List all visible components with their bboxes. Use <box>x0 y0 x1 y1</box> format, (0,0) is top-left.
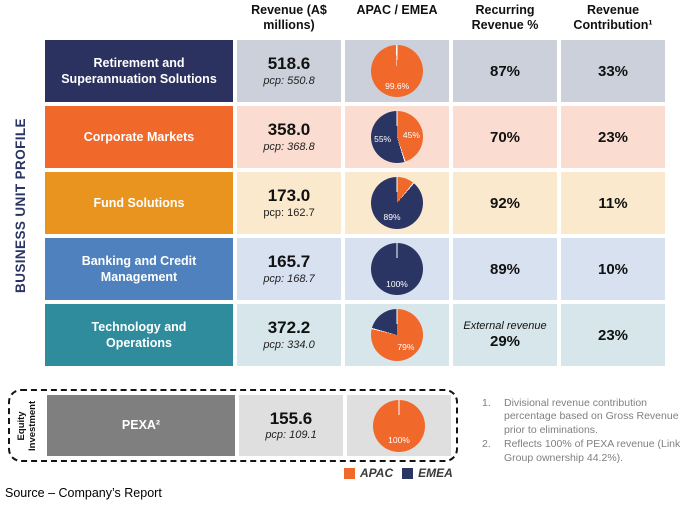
business-unit-cell: Fund Solutions <box>45 172 233 234</box>
business-unit-name: Fund Solutions <box>93 195 185 210</box>
revenue-contribution-cell: 23% <box>561 304 665 366</box>
header-recurring-revenue: Recurring Revenue % <box>471 3 539 33</box>
recurring-revenue-cell: 92% <box>453 172 557 234</box>
revenue-cell: 358.0 pcp: 368.8 <box>237 106 341 168</box>
recurring-revenue-value: 92% <box>489 194 521 212</box>
pexa-revenue-cell: 155.6 pcp: 109.1 <box>239 395 343 456</box>
apac-emea-pie-chart: 99.6% <box>371 45 423 97</box>
source-note: Source – Company’s Report <box>5 486 162 500</box>
footnote-number: 2. <box>482 438 491 451</box>
emea-swatch-icon <box>402 467 414 479</box>
revenue-value: 372.2 <box>267 318 311 338</box>
business-unit-cell: Technology and Operations <box>45 304 233 366</box>
revenue-pcp: pcp: 550.8 <box>263 74 315 87</box>
footnotes: 1. Divisional revenue contribution perce… <box>482 397 682 466</box>
pexa-cell: PEXA² <box>47 395 235 456</box>
footnote-text: Divisional revenue contribution percenta… <box>504 397 679 436</box>
footnote-number: 1. <box>482 397 491 409</box>
revenue-contribution-cell: 10% <box>561 238 665 300</box>
recurring-note: External revenue <box>463 320 547 332</box>
apac-emea-pie-chart: 79% <box>371 309 423 361</box>
apac-emea-pie-chart: 89% <box>371 177 423 229</box>
pie-cell: 99.6% <box>345 40 449 102</box>
recurring-revenue-value: 29% <box>489 333 521 350</box>
revenue-pcp: pcp: 168.7 <box>263 272 315 285</box>
revenue-contribution-value: 10% <box>597 260 629 278</box>
business-unit-table: Revenue (A$ millions) APAC / EMEA Recurr… <box>45 2 665 366</box>
revenue-contribution-cell: 11% <box>561 172 665 234</box>
apac-emea-pie-chart: 45% 55% <box>371 111 423 163</box>
revenue-contribution-cell: 33% <box>561 40 665 102</box>
revenue-contribution-value: 11% <box>598 194 628 212</box>
pie-slice-label: 79% <box>397 341 415 352</box>
revenue-cell: 518.6 pcp: 550.8 <box>237 40 341 102</box>
recurring-revenue-cell: 87% <box>453 40 557 102</box>
revenue-cell: 165.7 pcp: 168.7 <box>237 238 341 300</box>
revenue-contribution-value: 33% <box>597 62 629 80</box>
side-label-text: BUSINESS UNIT PROFILE <box>12 117 28 293</box>
recurring-revenue-value: 70% <box>489 128 521 146</box>
recurring-revenue-cell: 70% <box>453 106 557 168</box>
legend-label-emea: EMEA <box>418 466 453 480</box>
header-revenue: Revenue (A$ millions) <box>251 3 327 33</box>
pexa-revenue-value: 155.6 <box>269 408 313 428</box>
legend-item-apac: APAC <box>344 466 393 480</box>
equity-investment-box: Equity Investment PEXA² 155.6 pcp: 109.1… <box>8 389 458 462</box>
header-spacer <box>45 2 233 36</box>
recurring-revenue-value: 89% <box>489 260 521 278</box>
recurring-revenue-cell: External revenue 29% <box>453 304 557 366</box>
apac-emea-pie-chart: 100% <box>371 243 423 295</box>
footnote-item: 2. Reflects 100% of PEXA revenue (Link G… <box>482 438 682 465</box>
equity-investment-side-label: Equity Investment <box>14 395 43 456</box>
pie-slice-label: 100% <box>388 434 410 445</box>
revenue-value: 165.7 <box>267 252 311 272</box>
revenue-cell: 173.0 pcp: 162.7 <box>237 172 341 234</box>
revenue-contribution-cell: 23% <box>561 106 665 168</box>
business-unit-name: Technology and Operations <box>91 319 187 350</box>
pexa-revenue-pcp: pcp: 109.1 <box>265 429 317 442</box>
revenue-pcp: pcp: 368.8 <box>263 140 315 153</box>
pexa-pie-cell: 100% <box>347 395 451 456</box>
pexa-name: PEXA² <box>121 418 161 433</box>
revenue-pcp: pcp: 162.7 <box>263 206 315 219</box>
revenue-pcp: pcp: 334.0 <box>263 338 315 351</box>
revenue-value: 358.0 <box>267 120 311 140</box>
business-unit-name: Retirement and Superannuation Solutions <box>61 55 217 86</box>
revenue-value: 173.0 <box>267 186 311 206</box>
pie-cell: 100% <box>345 238 449 300</box>
pie-slice-label: 99.6% <box>385 80 410 91</box>
business-unit-cell: Corporate Markets <box>45 106 233 168</box>
revenue-value: 518.6 <box>267 54 311 74</box>
revenue-contribution-value: 23% <box>597 326 629 344</box>
business-unit-name: Banking and Credit Management <box>81 253 197 284</box>
legend-item-emea: EMEA <box>402 466 453 480</box>
pie-cell: 79% <box>345 304 449 366</box>
pie-cell: 45% 55% <box>345 106 449 168</box>
recurring-revenue-value: 87% <box>489 62 521 80</box>
revenue-contribution-value: 23% <box>597 128 629 146</box>
pie-cell: 89% <box>345 172 449 234</box>
footnote-text: Reflects 100% of PEXA revenue (Link Grou… <box>504 438 681 464</box>
header-revenue-contribution: Revenue Contribution¹ <box>573 3 653 33</box>
pie-slice-label: 89% <box>383 211 401 222</box>
business-unit-profile-side-label: BUSINESS UNIT PROFILE <box>0 40 40 370</box>
apac-swatch-icon <box>344 467 355 479</box>
equity-label-text: Equity Investment <box>16 400 39 451</box>
footnote-item: 1. Divisional revenue contribution perce… <box>482 397 682 437</box>
pie-slice-label: 55% <box>374 134 392 145</box>
revenue-cell: 372.2 pcp: 334.0 <box>237 304 341 366</box>
recurring-revenue-cell: 89% <box>453 238 557 300</box>
business-unit-cell: Retirement and Superannuation Solutions <box>45 40 233 102</box>
pie-slice-label: 100% <box>386 278 408 289</box>
pie-slice-label: 45% <box>402 129 420 140</box>
pie-legend: APAC EMEA <box>344 466 453 480</box>
legend-label-apac: APAC <box>360 466 394 480</box>
header-apac-emea: APAC / EMEA <box>356 3 438 17</box>
business-unit-name: Corporate Markets <box>83 129 195 144</box>
pexa-apac-emea-pie-chart: 100% <box>373 399 425 452</box>
business-unit-cell: Banking and Credit Management <box>45 238 233 300</box>
